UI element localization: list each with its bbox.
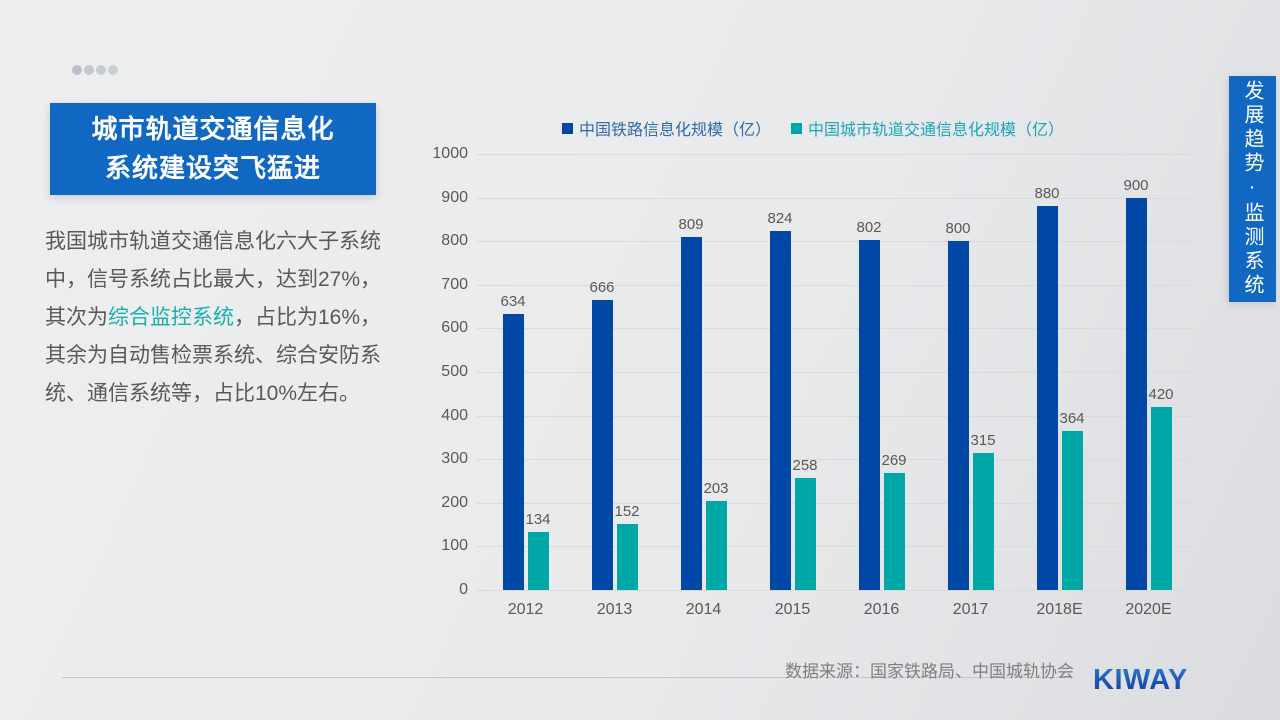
- bar-railway-2015: [769, 230, 791, 590]
- bar-urban-rail-2016: [883, 472, 905, 590]
- progress-dot-icon: [96, 65, 106, 75]
- progress-dot-icon: [72, 65, 82, 75]
- x-tick-label-2014: 2014: [685, 601, 722, 618]
- bar-railway-2020E: [1125, 197, 1147, 590]
- bar-value-label: 824: [767, 209, 793, 227]
- y-tick-label: 600: [441, 319, 468, 337]
- bar-urban-rail-2013: [616, 523, 638, 590]
- body-text: 其次为: [45, 306, 108, 329]
- body-text: ，占比为16%，: [234, 306, 382, 329]
- x-tick-label-2013: 2013: [596, 601, 633, 618]
- bar-value-label: 364: [1059, 410, 1085, 428]
- x-tick-label-2017: 2017: [952, 601, 989, 618]
- gridline: [477, 372, 1193, 373]
- y-tick-label: 200: [441, 493, 468, 511]
- slide-title-line-1: 城市轨道交通信息化: [91, 114, 335, 144]
- y-tick-label: 0: [459, 581, 468, 598]
- body-line: 我国城市轨道交通信息化六大子系统: [45, 230, 381, 253]
- kiway-logo: KIWAY: [1093, 664, 1188, 696]
- body-line: 统、通信系统等，占比10%左右。: [45, 382, 361, 405]
- gridline: [477, 154, 1193, 155]
- bar-urban-rail-2014: [705, 501, 727, 590]
- body-paragraph: 我国城市轨道交通信息化六大子系统 中，信号系统占比最大，达到27%， 其次为综合…: [45, 223, 465, 413]
- gridline: [477, 415, 1193, 417]
- progress-dot-icon: [84, 65, 94, 75]
- x-tick-label-2015: 2015: [774, 601, 811, 618]
- body-line: 其余为自动售检票系统、综合安防系: [45, 344, 381, 367]
- y-tick-label: 500: [441, 363, 468, 380]
- gridline: [477, 590, 1193, 591]
- x-tick-label-2012: 2012: [507, 601, 544, 618]
- bar-railway-2013: [591, 299, 613, 590]
- bar-value-label: 802: [856, 219, 882, 237]
- bar-urban-rail-2012: [527, 531, 549, 590]
- bar-railway-2018E: [1036, 206, 1058, 590]
- side-banner: 发展趋势·监测系统: [1229, 76, 1276, 302]
- y-tick-label: 800: [441, 232, 468, 250]
- bar-value-label: 258: [792, 456, 818, 474]
- bar-urban-rail-2018E: [1061, 431, 1083, 590]
- bar-value-label: 800: [945, 220, 971, 238]
- x-tick-label-2020E: 2020E: [1125, 601, 1172, 618]
- bar-urban-rail-2017: [972, 452, 994, 590]
- body-line: 中，信号系统占比最大，达到27%，: [45, 268, 382, 291]
- bar-value-label: 315: [970, 431, 996, 449]
- bar-railway-2012: [502, 313, 524, 590]
- slide-title-line-2: 系统建设突飞猛进: [104, 153, 321, 183]
- gridline: [477, 502, 1193, 504]
- data-source-note: 数据来源：国家铁路局、中国城轨协会: [785, 662, 1074, 681]
- x-tick-label-2018E: 2018E: [1036, 601, 1083, 618]
- gridline: [477, 459, 1193, 461]
- bar-value-label: 666: [589, 278, 615, 296]
- bar-urban-rail-2015: [794, 477, 816, 590]
- bar-value-label: 152: [614, 502, 640, 520]
- legend-swatch-icon: [562, 122, 573, 134]
- bar-chart-plot-area: 634 134 666 152 809 203 824 258 802 269 800 315 880 3…: [477, 154, 1193, 591]
- y-axis-labels: 0 100 200 300 400 500 600 700 800 900 1000: [415, 146, 468, 598]
- bar-value-label: 634: [500, 292, 526, 310]
- y-tick-label: 300: [441, 450, 468, 468]
- y-tick-label: 900: [441, 188, 468, 206]
- bar-railway-2017: [947, 241, 969, 590]
- slide-progress-dots: [72, 65, 118, 75]
- bar-railway-2016: [858, 240, 880, 590]
- body-line: 其次为综合监控系统，占比为16%，: [45, 299, 465, 337]
- bar-value-label: 134: [525, 510, 551, 528]
- legend-swatch-icon: [791, 122, 803, 134]
- gridline: [477, 197, 1193, 199]
- y-tick-label: 700: [441, 275, 468, 293]
- gridline: [477, 284, 1193, 286]
- gridline: [477, 328, 1193, 330]
- footer-divider: [62, 677, 1075, 678]
- bar-value-label: 809: [678, 216, 704, 234]
- legend-item-urban-rail: 中国城市轨道交通信息化规模（亿）: [791, 116, 1064, 140]
- legend-item-railway: 中国铁路信息化规模（亿）: [562, 116, 771, 140]
- bar-value-label: 900: [1123, 176, 1149, 194]
- y-tick-label: 400: [441, 406, 468, 424]
- slide-title-box: 城市轨道交通信息化 系统建设突飞猛进: [50, 103, 376, 195]
- bar-value-label: 880: [1034, 185, 1060, 203]
- bar-value-label: 420: [1148, 385, 1174, 403]
- legend-label: 中国城市轨道交通信息化规模（亿）: [808, 122, 1065, 139]
- y-tick-label: 1000: [432, 145, 468, 162]
- legend-label: 中国铁路信息化规模（亿）: [579, 122, 772, 139]
- gridline: [477, 241, 1193, 243]
- bar-value-label: 269: [881, 451, 907, 469]
- y-tick-label: 100: [441, 537, 468, 555]
- chart-legend: 中国铁路信息化规模（亿） 中国城市轨道交通信息化规模（亿）: [562, 116, 1064, 140]
- gridline: [477, 546, 1193, 548]
- highlighted-term: 综合监控系统: [108, 306, 234, 329]
- bar-urban-rail-2020E: [1150, 406, 1172, 590]
- bar-railway-2014: [680, 237, 702, 590]
- progress-dot-icon: [108, 65, 118, 75]
- x-tick-label-2016: 2016: [863, 601, 900, 618]
- bar-value-label: 203: [703, 480, 729, 498]
